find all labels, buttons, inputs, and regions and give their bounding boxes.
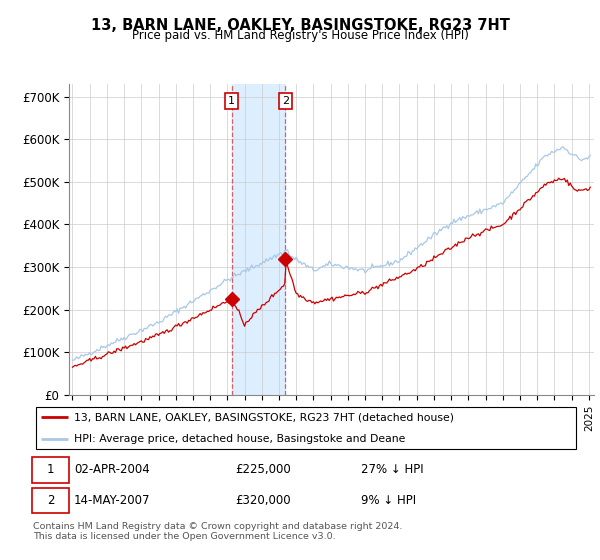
Text: 1: 1 bbox=[228, 96, 235, 106]
Text: £320,000: £320,000 bbox=[235, 494, 290, 507]
FancyBboxPatch shape bbox=[32, 457, 69, 483]
Text: 02-APR-2004: 02-APR-2004 bbox=[74, 463, 150, 476]
Text: 2: 2 bbox=[282, 96, 289, 106]
Text: 27% ↓ HPI: 27% ↓ HPI bbox=[361, 463, 423, 476]
Text: 9% ↓ HPI: 9% ↓ HPI bbox=[361, 494, 416, 507]
Text: Price paid vs. HM Land Registry's House Price Index (HPI): Price paid vs. HM Land Registry's House … bbox=[131, 29, 469, 42]
Text: 13, BARN LANE, OAKLEY, BASINGSTOKE, RG23 7HT: 13, BARN LANE, OAKLEY, BASINGSTOKE, RG23… bbox=[91, 18, 509, 33]
Text: 2: 2 bbox=[47, 494, 54, 507]
Text: 13, BARN LANE, OAKLEY, BASINGSTOKE, RG23 7HT (detached house): 13, BARN LANE, OAKLEY, BASINGSTOKE, RG23… bbox=[74, 412, 454, 422]
Text: 14-MAY-2007: 14-MAY-2007 bbox=[74, 494, 151, 507]
FancyBboxPatch shape bbox=[36, 407, 576, 449]
Text: Contains HM Land Registry data © Crown copyright and database right 2024.
This d: Contains HM Land Registry data © Crown c… bbox=[33, 522, 403, 542]
FancyBboxPatch shape bbox=[32, 488, 69, 514]
Text: 1: 1 bbox=[47, 463, 54, 476]
Text: HPI: Average price, detached house, Basingstoke and Deane: HPI: Average price, detached house, Basi… bbox=[74, 435, 406, 444]
Bar bbox=[232, 84, 286, 395]
Text: £225,000: £225,000 bbox=[235, 463, 291, 476]
